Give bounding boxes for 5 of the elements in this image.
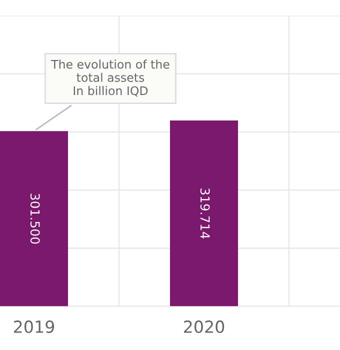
- x-tick-label: 2019: [14, 320, 54, 334]
- data-label: 301.500: [30, 194, 40, 244]
- annotation: The evolution of the total assets In billion IQD: [51, 60, 170, 97]
- data-label: 319.714: [200, 188, 210, 239]
- x-tick-label: 2020: [184, 320, 224, 334]
